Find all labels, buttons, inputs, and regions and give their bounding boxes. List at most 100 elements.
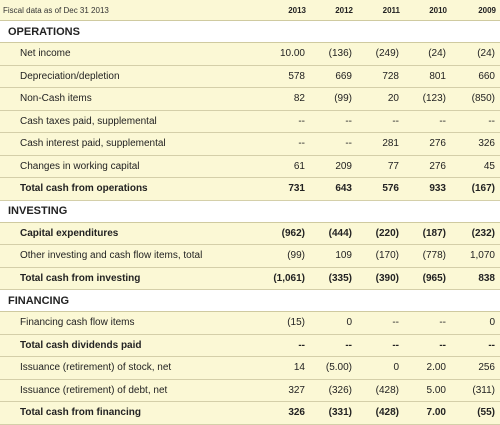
cell-value: 276 (404, 132, 451, 156)
table-row: Total cash from operations 731 643 576 933 (1… (0, 177, 500, 201)
cell-value: (428) (357, 379, 404, 402)
cell-value: 82 (262, 87, 310, 111)
cell-value: 0 (357, 356, 404, 380)
cell-value: (850) (451, 87, 500, 111)
cell-value: 5.00 (404, 379, 451, 402)
fiscal-data-label: Fiscal data as of Dec 31 2013 (0, 0, 262, 21)
table-row: Cash interest paid, supplemental -- -- 281 2… (0, 132, 500, 156)
cell-value: (390) (357, 267, 404, 290)
cell-value: 576 (357, 177, 404, 201)
section-header-row: INVESTING (0, 200, 500, 223)
row-label: Other investing and cash flow items, tot… (0, 244, 262, 268)
year-header: 2009 (451, 0, 500, 21)
row-label: Net income (0, 42, 262, 66)
table-row: Issuance (retirement) of debt, net 327 (32… (0, 379, 500, 402)
cell-value: (170) (357, 244, 404, 268)
cell-value: -- (357, 334, 404, 357)
row-label: Cash interest paid, supplemental (0, 132, 262, 156)
cell-value: (962) (262, 222, 310, 245)
row-label: Depreciation/depletion (0, 65, 262, 88)
year-header: 2013 (262, 0, 310, 21)
cell-value: (778) (404, 244, 451, 268)
cell-value: (965) (404, 267, 451, 290)
cell-value: 1,070 (451, 244, 500, 268)
table-row: Changes in working capital 61 209 77 276 45 (0, 155, 500, 178)
cell-value: (24) (451, 42, 500, 66)
cell-value: 728 (357, 65, 404, 88)
cell-value: 660 (451, 65, 500, 88)
row-label: Financing cash flow items (0, 311, 262, 335)
cell-value: 731 (262, 177, 310, 201)
row-label: Total cash from financing (0, 401, 262, 425)
row-label: Capital expenditures (0, 222, 262, 245)
cell-value: -- (404, 334, 451, 357)
row-label: Changes in working capital (0, 155, 262, 178)
year-header: 2010 (404, 0, 451, 21)
cell-value: 327 (262, 379, 310, 402)
cell-value: -- (262, 132, 310, 156)
row-label: Non-Cash items (0, 87, 262, 111)
row-label: Total cash from investing (0, 267, 262, 290)
cell-value: (123) (404, 87, 451, 111)
row-label: Issuance (retirement) of debt, net (0, 379, 262, 402)
cell-value: 578 (262, 65, 310, 88)
section-header-row: OPERATIONS (0, 20, 500, 43)
cell-value: -- (357, 311, 404, 335)
cell-value: -- (451, 110, 500, 133)
cell-value: (167) (451, 177, 500, 201)
cell-value: (99) (310, 87, 357, 111)
cell-value: -- (404, 110, 451, 133)
cell-value: 281 (357, 132, 404, 156)
cell-value: (232) (451, 222, 500, 245)
table-row: Issuance (retirement) of stock, net 14 (5.… (0, 356, 500, 380)
cell-value: (335) (310, 267, 357, 290)
cell-value: 2.00 (404, 356, 451, 380)
cell-value: (24) (404, 42, 451, 66)
cell-value: -- (451, 334, 500, 357)
cell-value: (311) (451, 379, 500, 402)
row-label: Cash taxes paid, supplemental (0, 110, 262, 133)
row-label: Total cash from operations (0, 177, 262, 201)
cell-value: -- (404, 311, 451, 335)
cell-value: 256 (451, 356, 500, 380)
cell-value: 109 (310, 244, 357, 268)
cell-value: (5.00) (310, 356, 357, 380)
table-row: Financing cash flow items (15) 0 -- -- 0 (0, 311, 500, 335)
table-row: Capital expenditures (962) (444) (220) (187)… (0, 222, 500, 245)
cell-value: 0 (310, 311, 357, 335)
table-row: Non-Cash items 82 (99) 20 (123) (850) (0, 87, 500, 111)
section-title: FINANCING (0, 289, 500, 312)
cell-value: 209 (310, 155, 357, 178)
cell-value: (187) (404, 222, 451, 245)
cell-value: -- (310, 132, 357, 156)
cell-value: -- (262, 334, 310, 357)
section-header-row: FINANCING (0, 289, 500, 312)
cell-value: 10.00 (262, 42, 310, 66)
cell-value: -- (310, 334, 357, 357)
cell-value: 643 (310, 177, 357, 201)
cell-value: 326 (451, 132, 500, 156)
cell-value: -- (357, 110, 404, 133)
cell-value: 45 (451, 155, 500, 178)
cell-value: 77 (357, 155, 404, 178)
cell-value: 7.00 (404, 401, 451, 425)
row-label: Total cash dividends paid (0, 334, 262, 357)
table-row: Depreciation/depletion 578 669 728 801 660 (0, 65, 500, 88)
cell-value: (15) (262, 311, 310, 335)
cell-value: (326) (310, 379, 357, 402)
table-row: Net income 10.00 (136) (249) (24) (24) (0, 42, 500, 66)
cell-value: (1,061) (262, 267, 310, 290)
cell-value: 669 (310, 65, 357, 88)
cell-value: (220) (357, 222, 404, 245)
section-title: OPERATIONS (0, 20, 500, 43)
row-label: Issuance (retirement) of stock, net (0, 356, 262, 380)
cell-value: 276 (404, 155, 451, 178)
cell-value: 326 (262, 401, 310, 425)
table-row: Total cash dividends paid -- -- -- -- -- (0, 334, 500, 357)
cell-value: 20 (357, 87, 404, 111)
table-row: Cash taxes paid, supplemental -- -- -- -- -- (0, 110, 500, 133)
column-header-row: Fiscal data as of Dec 31 2013 2013 2012 … (0, 0, 500, 21)
cell-value: -- (310, 110, 357, 133)
table-row: Total cash from financing 326 (331) (428) 7.… (0, 401, 500, 425)
